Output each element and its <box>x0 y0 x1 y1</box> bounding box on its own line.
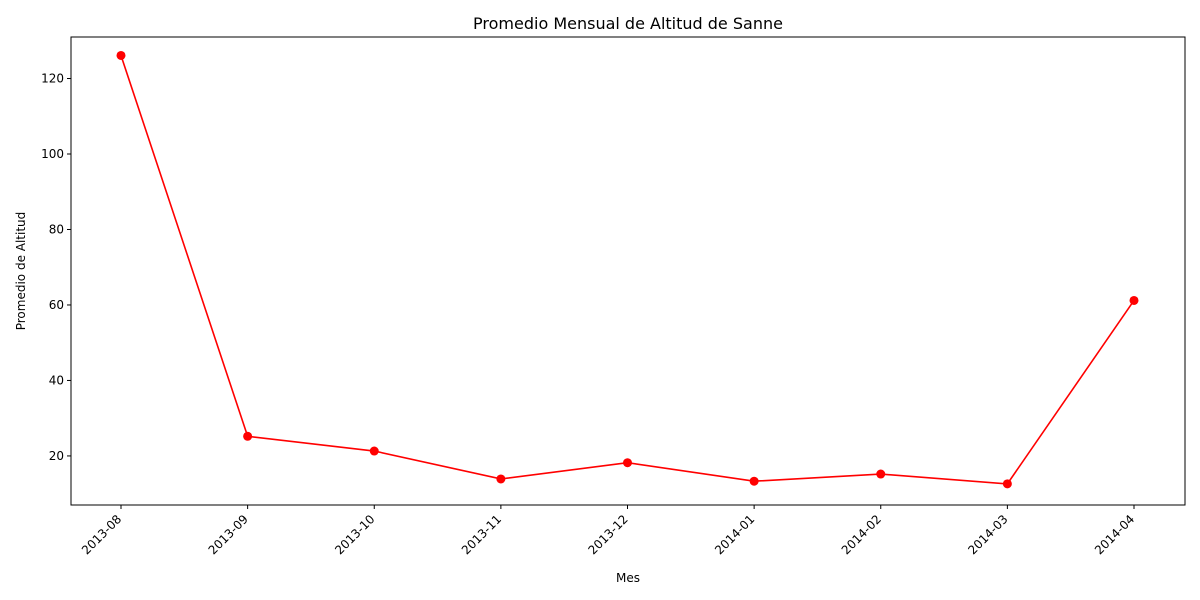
x-tick-label: 2013-11 <box>459 512 504 557</box>
data-point <box>1002 479 1012 489</box>
chart-title: Promedio Mensual de Altitud de Sanne <box>473 14 783 33</box>
plot-area <box>71 37 1185 505</box>
x-tick-label: 2014-03 <box>965 512 1010 557</box>
y-tick-label: 100 <box>41 147 64 161</box>
data-point <box>749 476 759 486</box>
x-tick-label: 2013-08 <box>79 512 124 557</box>
y-tick-label: 60 <box>49 298 64 312</box>
x-axis: 2013-08 2013-09 2013-10 2013-11 2013-12 2014-… <box>79 505 1137 557</box>
series-layer <box>116 50 1139 489</box>
x-tick-label: 2014-01 <box>712 512 757 557</box>
x-tick-label: 2014-02 <box>839 512 884 557</box>
x-tick-label: 2013-12 <box>585 512 630 557</box>
y-tick-label: 120 <box>41 72 64 86</box>
y-tick-label: 40 <box>49 373 64 387</box>
y-tick-label: 80 <box>49 222 64 236</box>
x-tick-label: 2013-10 <box>332 512 377 557</box>
x-axis-label: Mes <box>616 571 640 585</box>
data-point <box>623 458 632 468</box>
data-point <box>496 474 506 484</box>
data-point <box>1129 295 1139 305</box>
y-axis: 20 40 60 80 100 120 <box>41 72 71 463</box>
y-tick-label: 20 <box>49 449 64 463</box>
x-tick-label: 2013-09 <box>206 512 251 557</box>
x-tick-label: 2014-04 <box>1092 512 1137 557</box>
plot-frame <box>70 36 1186 506</box>
data-point <box>369 446 379 456</box>
data-point <box>116 50 126 60</box>
y-axis-label: Promedio de Altitud <box>14 212 28 331</box>
data-point <box>243 431 253 441</box>
data-point <box>876 469 886 479</box>
